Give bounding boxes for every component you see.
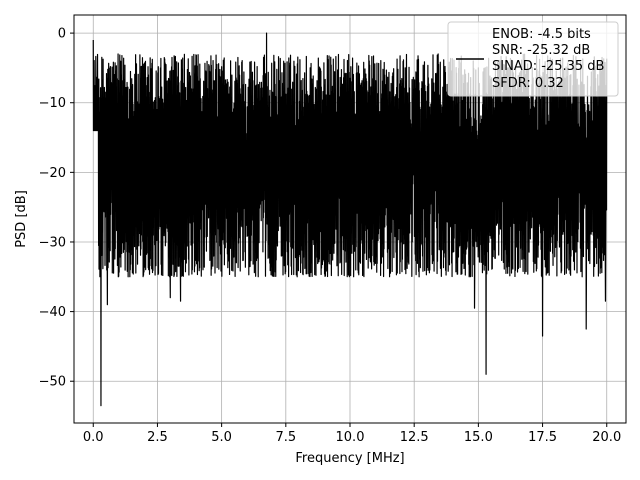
y-axis-label: PSD [dB]: [14, 190, 29, 248]
y-tick-label: −30: [39, 235, 66, 250]
x-tick-label: 5.0: [211, 430, 232, 445]
x-axis-ticks: 0.0 2.5 5.0 7.5 10.0 12.5 15.0 17.5 20.0: [83, 423, 621, 445]
x-tick-label: 0.0: [83, 430, 104, 445]
x-tick-label: 20.0: [592, 430, 621, 445]
y-tick-label: −10: [39, 96, 66, 111]
y-axis-ticks: 0 −10 −20 −30 −40 −50: [39, 27, 74, 390]
legend-line-snr: SNR: -25.32 dB: [492, 43, 590, 58]
y-tick-label: −40: [39, 305, 66, 320]
y-tick-label: 0: [58, 27, 66, 42]
x-axis-label: Frequency [MHz]: [295, 451, 404, 466]
legend-box: [447, 21, 619, 97]
psd-series-line: [92, 32, 608, 407]
legend: ENOB: -4.5 bits SNR: -25.32 dB SINAD: -2…: [447, 21, 619, 97]
x-tick-label: 10.0: [336, 430, 365, 445]
legend-line-sinad: SINAD: -25.35 dB: [492, 59, 604, 74]
legend-line-enob: ENOB: -4.5 bits: [492, 27, 591, 42]
x-tick-label: 7.5: [275, 430, 296, 445]
y-tick-label: −50: [39, 375, 66, 390]
legend-line-sfdr: SFDR: 0.32: [492, 76, 564, 91]
y-tick-label: −20: [39, 166, 66, 181]
x-tick-label: 2.5: [147, 430, 168, 445]
x-tick-label: 17.5: [528, 430, 557, 445]
series-layer: [92, 32, 608, 407]
x-tick-label: 12.5: [400, 430, 429, 445]
x-tick-label: 15.0: [464, 430, 493, 445]
